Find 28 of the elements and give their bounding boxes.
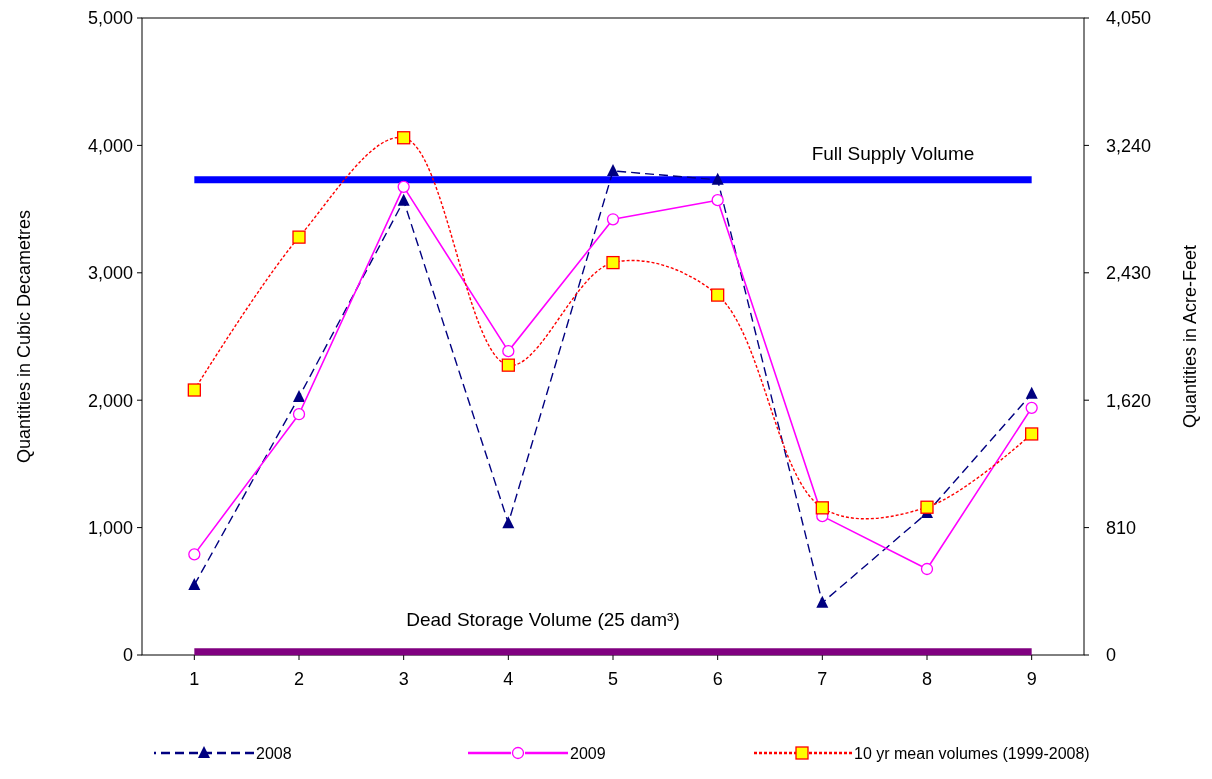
y-tick-label: 4,000 <box>87 135 133 156</box>
y2-tick-label: 4,050 <box>1106 8 1152 29</box>
y2-tick-label: 1,620 <box>1106 390 1152 411</box>
x-tick-label: 3 <box>398 669 409 689</box>
y2-tick-label: 3,240 <box>1106 135 1152 156</box>
x-tick-label: 6 <box>712 669 723 689</box>
ref-line-label: Full Supply Volume <box>811 142 975 164</box>
y-tick-label: 2,000 <box>87 390 133 411</box>
x-tick-label: 1 <box>189 669 200 689</box>
y2-tick-label: 810 <box>1106 517 1137 538</box>
ref-line-label: Dead Storage Volume (25 dam³) <box>406 608 680 630</box>
y-tick-label: 0 <box>122 645 133 666</box>
x-tick-label: 4 <box>503 669 514 689</box>
y2-tick-label: 0 <box>1106 645 1117 666</box>
legend-label: 2008 <box>256 744 292 762</box>
x-tick-label: 2 <box>293 669 305 689</box>
x-tick-label: 7 <box>817 669 828 689</box>
y-tick-label: 5,000 <box>87 8 133 29</box>
y2-tick-label: 2,430 <box>1106 263 1152 284</box>
y2-axis-title: Quantities in Acre-Feet <box>1180 244 1201 429</box>
x-tick-label: 9 <box>1026 669 1037 689</box>
legend-label: 2009 <box>570 744 606 762</box>
y-tick-label: 1,000 <box>87 517 133 538</box>
y-axis-title: Quantities in Cubic Decametres <box>14 209 35 464</box>
legend-label: 10 yr mean volumes (1999-2008) <box>854 744 1090 762</box>
y-tick-label: 3,000 <box>87 263 133 284</box>
x-tick-label: 5 <box>607 669 619 689</box>
x-tick-label: 8 <box>921 669 933 689</box>
